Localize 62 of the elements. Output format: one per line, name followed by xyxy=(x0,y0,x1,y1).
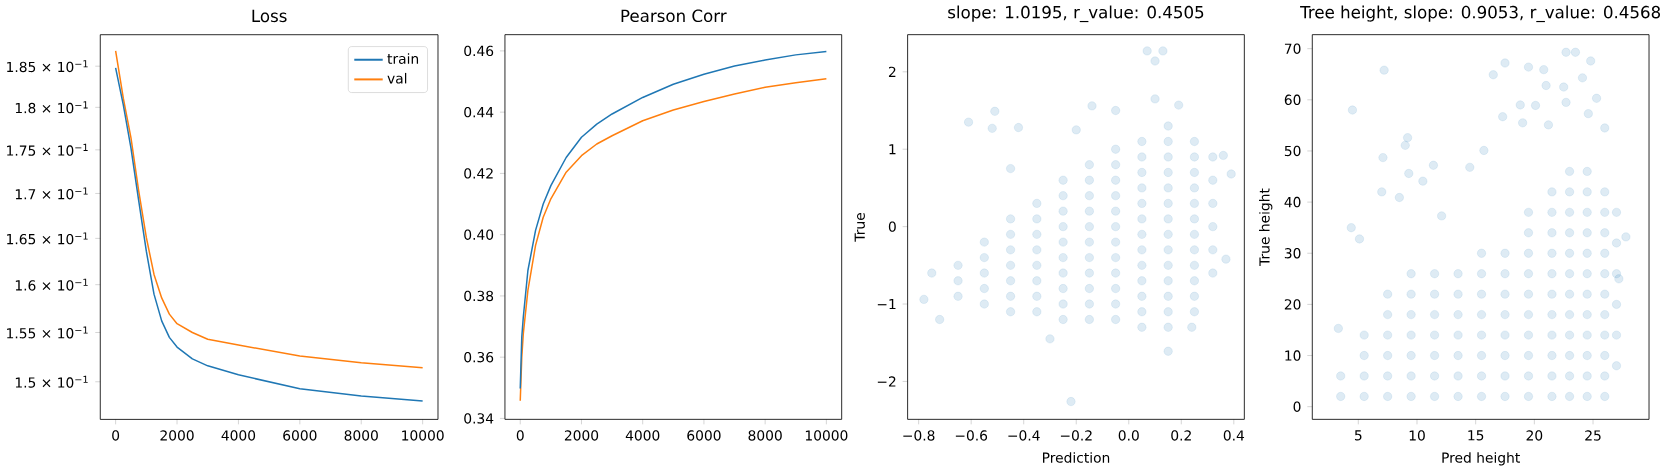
y-tick-label: 0.46 xyxy=(464,45,494,56)
y-tick-label: 1.7 × 10$^{−1}$ xyxy=(15,187,88,200)
x-tick-label: 10000 xyxy=(805,430,848,441)
chart-title: Loss xyxy=(252,9,287,23)
x-tick-label: −0.4 xyxy=(1008,430,1040,441)
y-tick-label: 10 xyxy=(1285,350,1301,361)
legend-label: val xyxy=(387,72,407,84)
x-tick-label: 0.2 xyxy=(1171,430,1191,441)
chart-title: slope: 1.0195, r_value: 0.4505 xyxy=(948,5,1204,22)
x-tick-label: −0.6 xyxy=(955,430,988,441)
x-tick-label: 25 xyxy=(1585,430,1601,441)
x-tick-label: 4000 xyxy=(625,430,660,441)
y-tick-label: 60 xyxy=(1284,94,1301,105)
x-tick-label: 10000 xyxy=(402,430,444,441)
y-tick-label: 2 xyxy=(888,66,896,77)
x-tick-label: 15 xyxy=(1468,430,1484,441)
y-tick-label: 0.42 xyxy=(464,168,493,179)
y-tick-label: 1 xyxy=(889,144,896,155)
x-tick-label: 8000 xyxy=(748,430,782,441)
y-tick-label: −1 xyxy=(877,298,896,309)
legend-label: train xyxy=(387,53,419,64)
x-tick-label: 10 xyxy=(1409,430,1425,441)
y-tick-label: 1.75 × 10$^{−1}$ xyxy=(7,143,88,156)
y-axis-title: True height xyxy=(1259,188,1273,266)
y-tick-label: 0.36 xyxy=(464,351,494,363)
x-tick-label: 20 xyxy=(1526,430,1543,441)
y-tick-label: 1.8 × 10$^{−1}$ xyxy=(15,101,88,114)
x-axis-title: Prediction xyxy=(1043,451,1110,463)
x-tick-label: 2000 xyxy=(564,430,599,441)
x-tick-label: −0.8 xyxy=(903,430,935,441)
x-axis-title: Pred height xyxy=(1442,451,1520,466)
x-tick-label: −0.2 xyxy=(1060,430,1092,441)
x-tick-label: 4000 xyxy=(221,430,256,441)
x-tick-label: 8000 xyxy=(344,430,378,441)
y-tick-label: 0 xyxy=(888,221,896,232)
x-tick-label: 0 xyxy=(516,430,524,441)
x-tick-label: 0.0 xyxy=(1118,430,1139,441)
y-tick-label: −2 xyxy=(877,376,896,387)
y-tick-label: 0.34 xyxy=(464,413,494,424)
y-tick-label: 40 xyxy=(1284,196,1301,208)
y-tick-label: 1.6 × 10$^{−1}$ xyxy=(15,278,88,291)
y-tick-label: 70 xyxy=(1284,43,1301,54)
y-tick-label: 50 xyxy=(1284,145,1301,157)
chart-title: Tree height, slope: 0.9053, r_value: 0.4568 xyxy=(1300,5,1661,22)
y-tick-label: 0 xyxy=(1293,401,1301,412)
x-tick-label: 6000 xyxy=(687,430,721,441)
x-tick-label: 0 xyxy=(112,430,120,441)
y-tick-label: 1.55 × 10$^{−1}$ xyxy=(7,326,88,339)
y-tick-label: 1.5 × 10$^{−1}$ xyxy=(15,375,88,388)
x-tick-label: 5 xyxy=(1354,430,1362,441)
x-tick-label: 6000 xyxy=(283,430,317,441)
y-tick-label: 1.85 × 10$^{−1}$ xyxy=(7,60,88,73)
y-axis-title: True xyxy=(854,212,865,242)
x-tick-label: 2000 xyxy=(160,430,194,441)
y-tick-label: 20 xyxy=(1284,299,1301,310)
x-tick-label: 0.4 xyxy=(1223,430,1245,441)
y-tick-label: 1.65 × 10$^{−1}$ xyxy=(7,232,88,245)
y-tick-label: 0.38 xyxy=(464,290,494,301)
y-tick-label: 0.40 xyxy=(464,229,494,240)
y-tick-label: 0.44 xyxy=(464,106,494,118)
y-tick-label: 30 xyxy=(1284,247,1301,259)
chart-title: Pearson Corr xyxy=(621,9,727,22)
